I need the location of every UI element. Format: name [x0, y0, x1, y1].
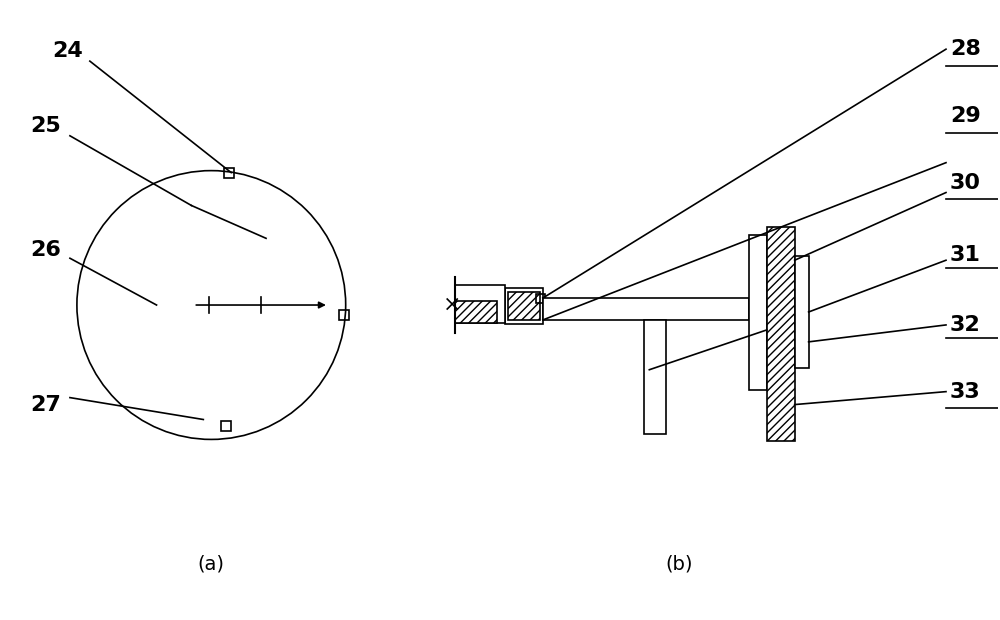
Bar: [767, 228, 795, 441]
Bar: [455, 301, 497, 323]
Bar: [536, 294, 545, 303]
Text: (b): (b): [665, 554, 693, 574]
Text: 30: 30: [950, 172, 981, 193]
Bar: [749, 236, 767, 389]
Bar: [644, 320, 666, 435]
Bar: [505, 288, 543, 324]
Bar: [339, 310, 349, 320]
Bar: [224, 167, 234, 177]
Bar: [508, 292, 540, 320]
Text: 32: 32: [950, 315, 981, 335]
Text: 24: 24: [52, 41, 83, 61]
Bar: [543, 298, 749, 320]
Text: 28: 28: [950, 39, 981, 59]
Text: 25: 25: [30, 116, 61, 136]
Text: 31: 31: [950, 246, 981, 265]
Text: 26: 26: [30, 241, 61, 260]
Text: 29: 29: [950, 106, 981, 126]
Text: 33: 33: [950, 382, 981, 402]
Text: (a): (a): [198, 554, 225, 574]
Bar: [221, 422, 231, 432]
Text: 27: 27: [30, 394, 61, 415]
Bar: [455, 285, 505, 323]
Bar: [795, 256, 809, 368]
